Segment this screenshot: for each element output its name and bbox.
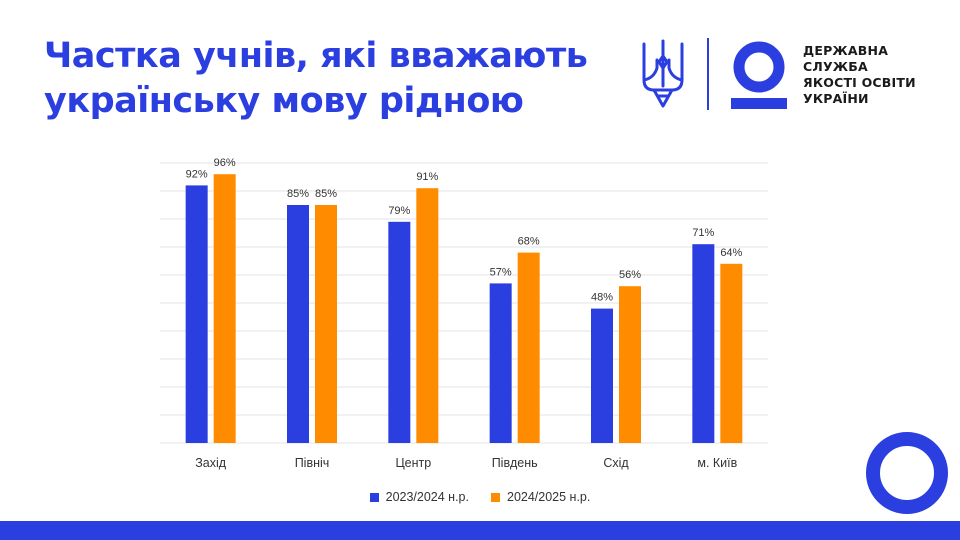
x-tick-label: Захід: [195, 456, 227, 470]
legend-item-2024: 2024/2025 н.р.: [491, 490, 590, 504]
data-label: 92%: [186, 168, 208, 180]
bar: [416, 188, 439, 443]
bar: [388, 221, 411, 443]
legend-swatch-2024: [491, 492, 500, 502]
x-tick-label: Південь: [492, 456, 538, 470]
bar-chart: 92% 96% Захід 85% 85% Північ 79% 91% Центр 57% 68%…: [160, 157, 768, 470]
legend-label-2024: 2024/2025 н.р.: [507, 490, 591, 504]
bar: [489, 283, 512, 443]
title-line-1: Частка учнів, які вважають: [44, 36, 588, 76]
decorative-ring: [866, 432, 948, 514]
data-label: 71%: [692, 227, 714, 239]
legend-label-2023: 2023/2024 н.р.: [385, 490, 469, 504]
data-label: 91%: [416, 171, 438, 183]
logo-divider: [707, 38, 709, 110]
x-tick-label: м. Київ: [697, 456, 737, 470]
trident-icon: [642, 39, 684, 108]
data-label: 79%: [388, 205, 410, 217]
bar: [692, 244, 715, 443]
bar: [619, 286, 641, 443]
org-name-line: УКРАЇНИ: [803, 91, 869, 106]
org-name-line: ЯКОСТІ ОСВІТИ: [803, 75, 916, 90]
page-title: Частка учнів, які вважають українську мо…: [44, 34, 624, 124]
data-label: 68%: [518, 236, 540, 248]
org-name-line: СЛУЖБА: [803, 59, 868, 74]
bar: [517, 252, 540, 443]
data-label: 85%: [287, 188, 309, 200]
organization-name: ДЕРЖАВНА СЛУЖБА ЯКОСТІ ОСВІТИ УКРАЇНИ: [803, 43, 953, 107]
data-label: 48%: [591, 292, 613, 304]
legend-swatch-2023: [369, 492, 379, 502]
bar: [185, 185, 208, 443]
title-line-2: українську мову рідною: [44, 81, 524, 121]
bottom-accent-bar: [0, 521, 960, 540]
org-name-line: ДЕРЖАВНА: [803, 43, 889, 58]
data-label: 64%: [720, 247, 742, 259]
data-label: 85%: [315, 188, 337, 200]
bar: [591, 308, 613, 443]
bar: [720, 263, 743, 443]
service-logo-icon: [731, 41, 787, 109]
x-tick-label: Схід: [603, 456, 629, 470]
data-label: 96%: [214, 157, 236, 169]
bar: [213, 174, 236, 443]
data-label: 56%: [619, 269, 641, 281]
legend-item-2023: 2023/2024 н.р.: [369, 490, 469, 504]
x-tick-label: Центр: [395, 456, 431, 470]
data-label: 57%: [490, 266, 512, 278]
x-tick-label: Північ: [295, 456, 330, 470]
bar: [315, 205, 337, 443]
bar: [287, 205, 309, 443]
chart-legend: 2023/2024 н.р. 2024/2025 н.р.: [0, 490, 960, 504]
